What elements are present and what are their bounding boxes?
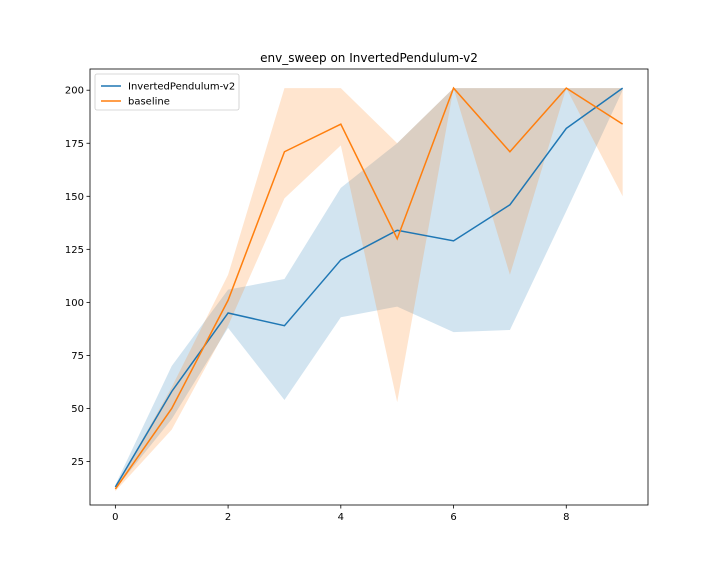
x-axis-ticks: 0 2 4 6 8 <box>112 505 569 523</box>
y-tick-label: 200 <box>65 86 84 97</box>
line-series-0 <box>114 87 624 488</box>
y-tick-label: 125 <box>65 245 84 256</box>
x-tick-label: 0 <box>112 512 118 523</box>
plot-frame <box>89 68 649 506</box>
line-series-1 <box>114 86 624 490</box>
y-tick-label: 150 <box>65 192 84 203</box>
y-tick-label: 75 <box>71 351 84 362</box>
y-tick-label: 25 <box>71 457 84 468</box>
x-tick-label: 8 <box>563 512 569 523</box>
chart-title: env_sweep on InvertedPendulum-v2 <box>260 51 478 65</box>
y-tick-label: 50 <box>71 404 84 415</box>
x-tick-label: 6 <box>450 512 456 523</box>
x-tick-label: 4 <box>338 512 344 523</box>
band-series-0 <box>115 88 623 490</box>
y-tick-label: 175 <box>65 139 84 150</box>
legend-label-1: baseline <box>128 97 170 108</box>
x-tick-label: 2 <box>225 512 231 523</box>
confidence-bands <box>115 88 623 492</box>
legend-label-0: InvertedPendulum-v2 <box>128 82 235 93</box>
y-axis-ticks: 25 50 75 100 125 150 175 200 <box>65 86 90 468</box>
band-series-1 <box>115 88 623 492</box>
y-tick-label: 100 <box>65 298 84 309</box>
series-lines <box>114 86 624 490</box>
legend-box <box>94 73 240 111</box>
legend: InvertedPendulum-v2 baseline <box>94 73 240 111</box>
